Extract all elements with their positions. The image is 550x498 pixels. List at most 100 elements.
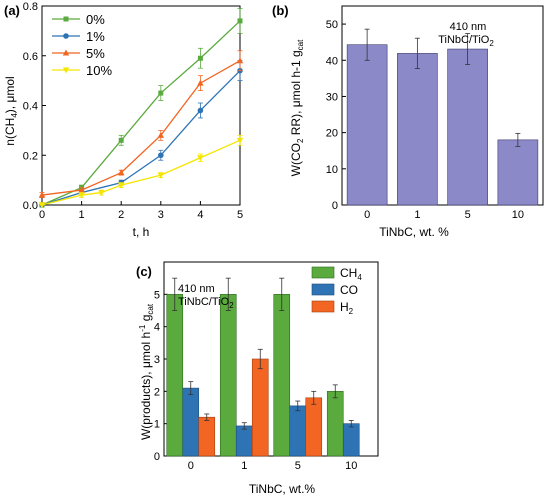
panel-b-bar <box>397 53 438 206</box>
panel-a-y-tick-label: 0.4 <box>23 101 38 113</box>
panel-a-x-tick-label: 2 <box>118 209 124 221</box>
panel-c-x-tick-label: 0 <box>188 460 194 472</box>
panel-a-data-point <box>237 18 243 24</box>
panel-a-data-point <box>236 57 244 64</box>
panel-b-bar <box>346 44 388 206</box>
panel-a-x-axis-label: t, h <box>133 225 150 239</box>
panel-b-y-axis-label: W(CO2 RR), μmol h-1 gcat <box>289 39 305 176</box>
panel-b-x-tick-label: 1 <box>414 209 420 221</box>
panel-a-y-tick-label: 0.6 <box>23 51 38 63</box>
panel-c-legend-swatch <box>311 300 335 313</box>
panel-a-line-chart: (a) 0 1 2 3 4 5 0.0 0.2 0.4 0.6 0.8 0% 1% 5% 10% t, h… <box>3 1 244 239</box>
panel-c-bar-CH4 <box>166 294 184 457</box>
panel-c-x-tick-label: 1 <box>241 460 247 472</box>
panel-a-legend-marker <box>62 67 70 74</box>
panel-c-annotation-wavelength: 410 nm <box>178 283 215 295</box>
panel-c-bar-H2 <box>251 358 269 457</box>
panel-b-x-tick-label: 10 <box>512 209 524 221</box>
panel-b-annotation-material: TiNbC/TiO2 <box>438 34 494 48</box>
panel-a-axes: 0 1 2 3 4 5 0.0 0.2 0.4 0.6 0.8 <box>23 1 243 221</box>
panel-c-bar-CO <box>182 387 200 457</box>
panel-b-y-tick-label: 40 <box>326 55 338 67</box>
panel-a-legend: 0% 1% 5% 10% <box>52 12 112 78</box>
panel-c-legend-swatch <box>311 283 335 296</box>
panel-c-bar-CO <box>342 423 360 457</box>
panel-b-bars-layer <box>346 28 539 206</box>
panel-b-bar <box>447 48 488 206</box>
panel-a-x-tick-label: 1 <box>79 209 85 221</box>
panel-c-bar-CH4 <box>219 294 237 457</box>
panel-c-bar-CH4 <box>326 391 344 457</box>
panel-a-y-tick-label: 0.8 <box>23 1 38 13</box>
panel-c-label: (c) <box>136 264 152 279</box>
panel-c-y-axis-label: W(products), μmol h-1 gcat <box>138 303 155 440</box>
panel-a-data-point <box>197 107 204 114</box>
panel-a-legend-marker <box>63 16 69 22</box>
panel-a-x-tick-label: 3 <box>158 209 164 221</box>
panel-a-series-line-1% <box>41 70 241 206</box>
panel-b-y-tick-label: 0 <box>332 200 338 212</box>
panel-c-legend-label: CO <box>340 283 358 297</box>
panel-a-data-point <box>118 169 125 176</box>
panel-a-x-tick-label: 4 <box>197 209 203 221</box>
panel-b-y-tick-label: 50 <box>326 19 338 31</box>
panel-c-bar-CO <box>289 405 307 457</box>
panel-b-bar <box>497 139 539 206</box>
panel-c-x-tick-label: 5 <box>295 460 301 472</box>
panel-b-x-tick-label: 5 <box>465 209 471 221</box>
panel-a-data-point <box>78 192 85 199</box>
panel-c-y-tick-label: 4 <box>154 322 160 334</box>
panel-a-data-point <box>197 79 204 86</box>
panel-c-bar-CH4 <box>273 294 291 457</box>
panel-a-data-point <box>197 155 204 162</box>
panel-c-legend-swatch <box>311 266 335 279</box>
panel-c-bar-H2 <box>305 397 323 457</box>
panel-c-x-tick-label: 10 <box>345 460 357 472</box>
panel-b-axes: 0 10 20 30 40 50 0 1 5 10 <box>326 5 544 221</box>
panel-c-y-tick-label: 1 <box>154 419 160 431</box>
panel-c-legend-label: H2 <box>340 300 354 316</box>
panel-a-series-line-0% <box>41 20 241 206</box>
panel-a-data-point <box>157 172 164 179</box>
panel-a-data-point <box>118 182 125 189</box>
panel-a-data-point <box>118 137 124 143</box>
panel-a-data-point <box>157 131 164 138</box>
panel-a-y-tick-label: 0.2 <box>23 150 38 162</box>
panel-c-bars-layer <box>166 277 360 457</box>
panel-c-axes: 0 1 2 3 4 5 0 1 5 10 <box>154 261 379 472</box>
panel-a-legend-marker <box>63 33 69 39</box>
panel-a-series-line-5% <box>41 60 241 196</box>
panel-c-y-tick-label: 5 <box>154 289 160 301</box>
panel-c-bar-CO <box>235 425 253 457</box>
panel-b-bar-chart: (b) 0 10 20 30 40 50 0 1 5 10 410 nm TiNbC/TiO2 T… <box>272 3 544 239</box>
panel-c-bar-H2 <box>198 416 216 457</box>
panel-b-x-axis-label: TiNbC, wt. % <box>379 225 449 239</box>
panel-b-y-tick-label: 30 <box>326 91 338 103</box>
panel-c-x-axis-label: TiNbC, wt.% <box>249 482 316 496</box>
panel-b-plot-frame <box>341 5 544 206</box>
panel-b-x-tick-label: 0 <box>364 209 370 221</box>
panel-c-annotation-material: TiNbC/TiO2 <box>178 296 234 310</box>
panel-a-legend-label: 10% <box>86 63 112 78</box>
panel-c-y-tick-label: 0 <box>154 451 160 463</box>
panel-a-series-layer <box>38 8 244 209</box>
panel-a-x-tick-label: 5 <box>237 209 243 221</box>
panel-b-y-tick-label: 20 <box>326 128 338 140</box>
panel-c-legend-label: CH4 <box>340 266 362 282</box>
panel-b-label: (b) <box>272 3 289 18</box>
panel-a-label: (a) <box>4 3 20 18</box>
panel-a-data-point <box>158 90 164 96</box>
panel-a-data-point <box>197 55 203 61</box>
panel-a-y-tick-label: 0.0 <box>23 200 38 212</box>
panel-a-data-point <box>236 137 244 144</box>
panel-a-y-axis-label: n(CH4), μmol <box>3 76 19 145</box>
panel-c-y-tick-label: 2 <box>154 386 160 398</box>
panel-a-data-point <box>38 191 46 198</box>
panel-a-legend-label: 1% <box>86 29 105 44</box>
panel-a-data-point <box>38 202 46 209</box>
panel-a-legend-label: 0% <box>86 12 105 27</box>
panel-b-annotation-wavelength: 410 nm <box>450 21 487 33</box>
panel-a-legend-marker <box>62 49 70 56</box>
